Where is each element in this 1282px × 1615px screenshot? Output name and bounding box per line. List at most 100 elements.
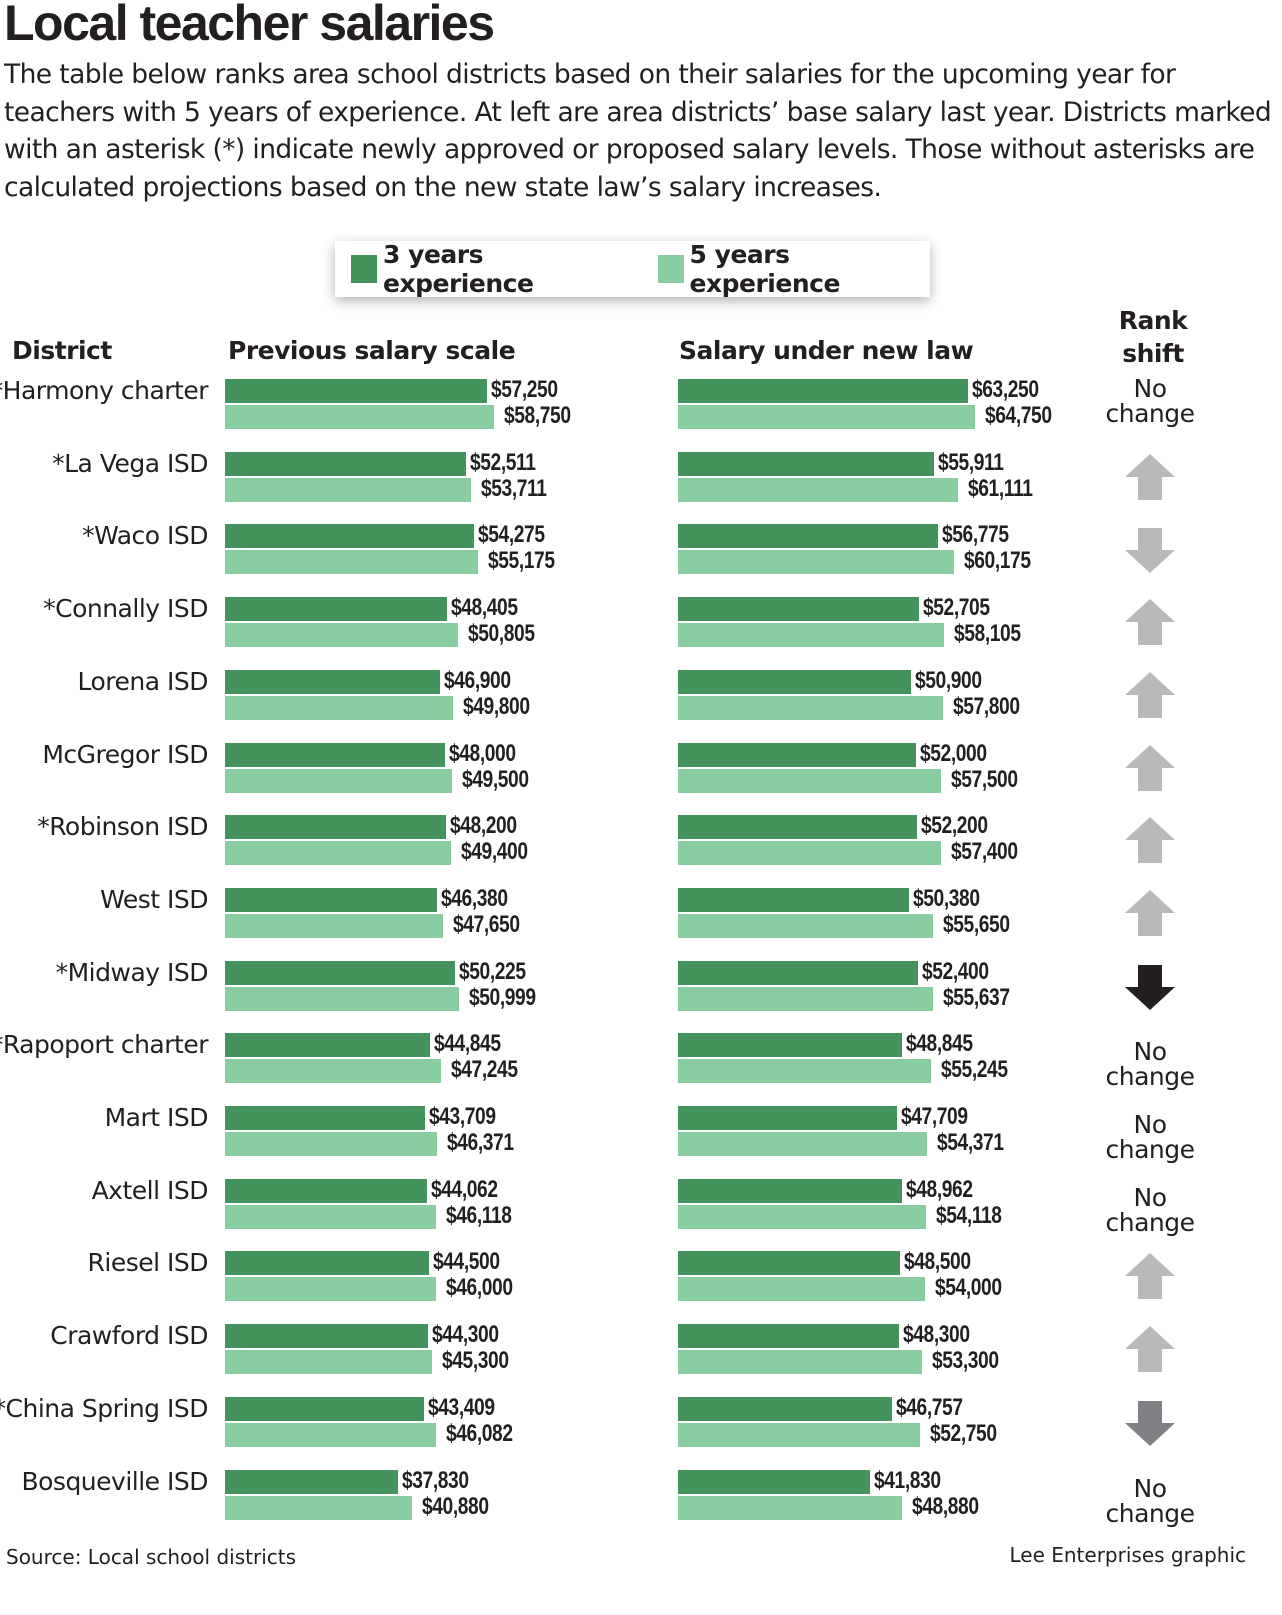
value-label-prev5: $49,800: [463, 692, 530, 720]
value-label-new3: $52,400: [921, 957, 989, 985]
value-label-prev5: $45,300: [442, 1347, 510, 1375]
header-district: District: [12, 336, 112, 365]
value-label-new3: $47,709: [900, 1103, 968, 1130]
bar-prev5: [225, 1132, 438, 1156]
no-change-text: change: [1105, 1062, 1195, 1092]
bar-new3: [678, 1469, 870, 1494]
bar-new5: [678, 550, 954, 575]
bar-prev5: [225, 913, 444, 938]
value-label-prev3: $48,200: [449, 812, 517, 840]
arrow-down-icon: [1125, 528, 1175, 574]
bar-prev3: [225, 1324, 428, 1349]
bar-new3: [678, 669, 912, 694]
credit-note: Lee Enterprises graphic: [1009, 1543, 1246, 1567]
bar-prev3: [225, 1106, 426, 1130]
bar-new5: [678, 1277, 926, 1302]
value-label-new3: $63,250: [971, 376, 1039, 403]
value-label-new5: $55,245: [941, 1056, 1008, 1084]
value-label-prev5: $46,082: [446, 1419, 513, 1447]
value-label-prev3: $43,709: [429, 1103, 496, 1130]
value-label-prev3: $46,380: [441, 884, 509, 912]
value-label-prev3: $37,830: [402, 1466, 469, 1494]
arrow-up-icon: [1125, 453, 1175, 500]
value-label-prev5: $50,805: [467, 620, 535, 648]
source-note: Source: Local school districts: [6, 1545, 297, 1569]
value-label-prev3: $43,409: [427, 1393, 495, 1421]
value-label-prev3: $57,250: [491, 376, 558, 403]
no-change-label: No change: [1090, 1112, 1210, 1162]
bar-prev5: [225, 477, 471, 502]
value-label-prev5: $40,880: [422, 1492, 489, 1520]
value-label-new3: $48,845: [905, 1030, 973, 1058]
bar-new5: [678, 913, 933, 938]
value-label-new5: $52,750: [929, 1419, 997, 1447]
bar-prev5: [225, 986, 459, 1011]
district-label: *Connally ISD: [43, 594, 208, 624]
no-change-text: change: [1105, 399, 1195, 428]
district-label: McGregor ISD: [42, 739, 208, 769]
bar-prev3: [225, 1251, 429, 1276]
district-label: Lorena ISD: [77, 666, 209, 696]
no-change-text: change: [1105, 1498, 1195, 1528]
value-label-new5: $64,750: [984, 402, 1052, 429]
value-label-prev5: $47,650: [453, 910, 520, 938]
header-rank-shift: Rank shift: [1093, 304, 1213, 370]
bar-new3: [678, 887, 909, 912]
bar-prev5: [225, 695, 454, 720]
value-label-new3: $48,962: [906, 1175, 973, 1203]
bar-new3: [678, 524, 939, 549]
bar-prev3: [225, 379, 488, 403]
bar-new3: [678, 597, 920, 622]
arrow-up-icon: [1125, 599, 1175, 646]
value-label-prev5: $58,750: [504, 402, 571, 429]
value-label-new3: $56,775: [942, 521, 1009, 549]
district-label: West ISD: [100, 884, 208, 914]
no-change-label: No change: [1090, 1039, 1210, 1089]
district-label: *China Spring ISD: [0, 1393, 209, 1423]
value-label-prev5: $46,371: [447, 1129, 514, 1156]
bar-prev5: [225, 841, 452, 866]
value-label-prev5: $49,400: [461, 838, 528, 866]
value-label-prev3: $52,511: [469, 448, 536, 476]
no-change-text: No: [1133, 1037, 1168, 1067]
value-label-new3: $41,830: [873, 1466, 941, 1494]
value-label-new3: $50,380: [912, 884, 980, 912]
district-label: *La Vega ISD: [52, 448, 208, 478]
value-label-prev5: $50,999: [468, 983, 536, 1011]
arrow-down-icon: [1125, 1400, 1175, 1446]
value-label-prev3: $48,405: [450, 594, 518, 622]
bar-prev3: [225, 1033, 431, 1058]
bar-new5: [678, 1059, 932, 1084]
value-label-prev3: $50,225: [459, 957, 526, 985]
value-label-prev3: $44,300: [431, 1321, 499, 1349]
value-label-new5: $61,111: [967, 474, 1033, 502]
bar-new3: [678, 815, 918, 840]
bar-prev5: [225, 768, 452, 793]
value-label-new5: $54,371: [937, 1129, 1004, 1156]
arrow-up-icon: [1125, 1326, 1175, 1373]
no-change-text: No: [1133, 374, 1168, 403]
no-change-text: change: [1105, 1207, 1195, 1237]
bar-new5: [678, 695, 943, 720]
bar-prev5: [225, 623, 458, 648]
bar-new3: [678, 1033, 902, 1058]
header-rank-line2: shift: [1122, 339, 1184, 368]
value-label-new3: $48,500: [904, 1248, 971, 1276]
bar-prev3: [225, 597, 447, 622]
value-label-prev3: $44,500: [432, 1248, 500, 1276]
value-label-prev3: $44,062: [430, 1175, 498, 1203]
value-label-new5: $57,500: [951, 765, 1018, 793]
bar-prev3: [225, 669, 440, 694]
bar-new3: [678, 1396, 893, 1421]
bar-new5: [678, 986, 933, 1011]
bar-prev5: [225, 1059, 442, 1084]
bar-new3: [678, 742, 917, 767]
no-change-text: change: [1105, 1135, 1195, 1164]
value-label-new5: $54,118: [935, 1201, 1002, 1229]
bar-new5: [678, 1422, 920, 1447]
value-label-new5: $48,880: [911, 1492, 979, 1520]
value-label-new3: $48,300: [903, 1321, 970, 1349]
bar-prev3: [225, 524, 474, 549]
value-label-new5: $60,175: [963, 547, 1031, 575]
bar-prev5: [225, 1495, 413, 1520]
